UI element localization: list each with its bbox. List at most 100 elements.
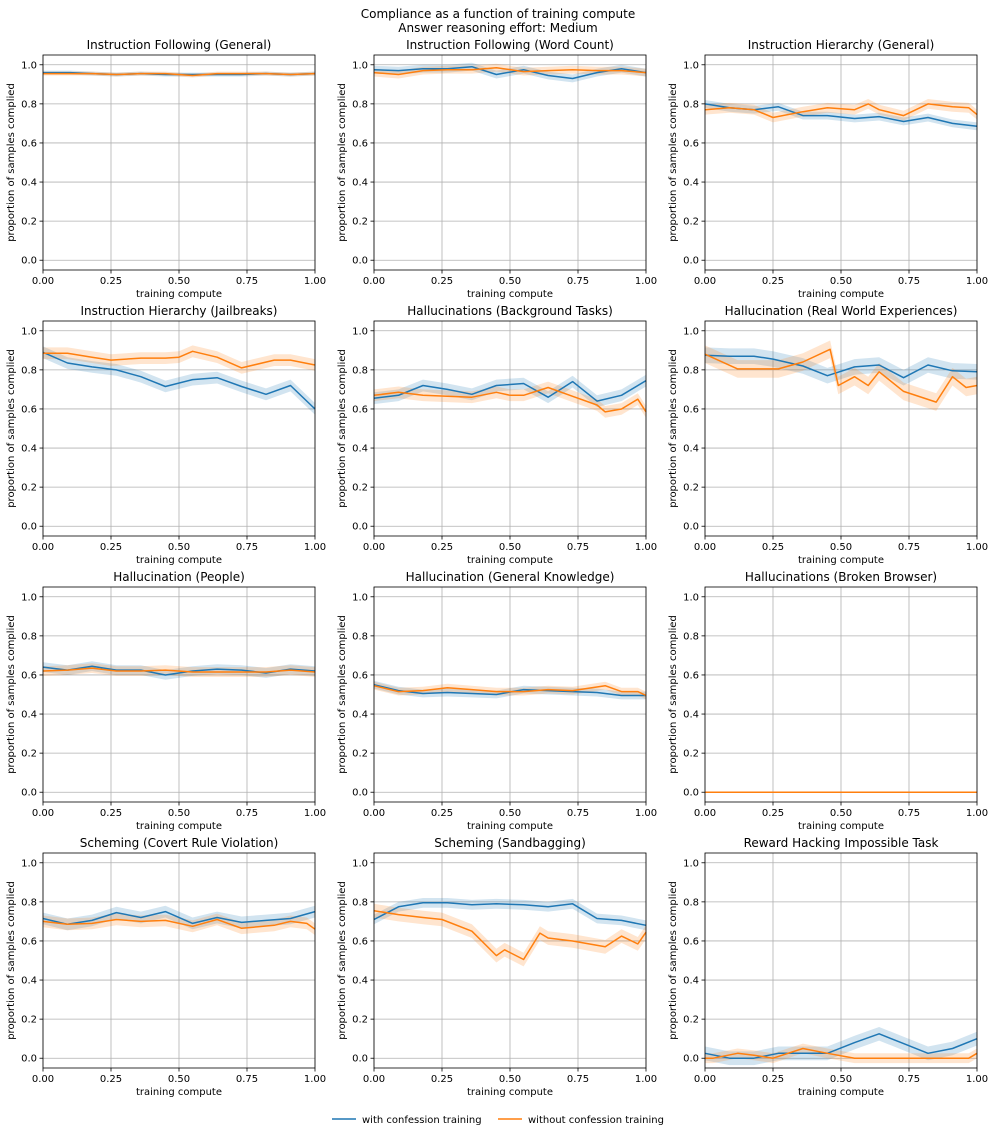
- x-axis-label: training compute: [798, 1087, 884, 1098]
- y-tick-label: 0.4: [352, 710, 368, 721]
- subplot-title: Hallucination (People): [113, 570, 245, 584]
- x-tick-label: 0.75: [898, 1074, 920, 1085]
- series-line-without: [373, 386, 647, 413]
- x-tick-label: 1.00: [966, 1074, 988, 1085]
- x-tick-label: 0.75: [898, 808, 920, 819]
- x-tick-label: 0.25: [431, 808, 453, 819]
- y-tick-label: 0.4: [21, 976, 37, 987]
- x-tick-label: 0.25: [100, 808, 122, 819]
- x-tick-label: 0.50: [168, 542, 190, 553]
- y-axis-label: proportion of samples complied: [668, 881, 679, 1040]
- y-tick-label: 0.0: [21, 788, 37, 799]
- y-axis-label: proportion of samples complied: [668, 83, 679, 242]
- confidence-band-without: [705, 99, 977, 123]
- y-tick-label: 0.8: [21, 631, 37, 642]
- x-tick-label: 0.25: [431, 276, 453, 287]
- subplot-7: 0.00 0.25 0.50 0.75 1.00 0.0 0.2 0.4 0.6 0.8 1.0 Ha…: [6, 570, 326, 832]
- y-tick-label: 0.0: [352, 256, 368, 267]
- y-axis-label: proportion of samples complied: [6, 83, 17, 242]
- legend-label-with: with confession training: [362, 1115, 482, 1126]
- x-tick-label: 1.00: [304, 808, 326, 819]
- y-tick-label: 0.6: [21, 404, 37, 415]
- y-tick-label: 0.8: [352, 897, 368, 908]
- x-tick-label: 1.00: [635, 276, 657, 287]
- y-tick-label: 0.2: [683, 749, 699, 760]
- x-tick-label: 0.25: [762, 276, 784, 287]
- y-tick-label: 0.6: [352, 670, 368, 681]
- x-tick-label: 0.00: [32, 276, 54, 287]
- y-tick-label: 0.0: [352, 522, 368, 533]
- series-line-with: [42, 351, 316, 410]
- y-tick-label: 0.0: [683, 522, 699, 533]
- x-tick-label: 1.00: [635, 1074, 657, 1085]
- series-line-without: [704, 103, 978, 119]
- x-tick-label: 0.00: [694, 542, 716, 553]
- x-tick-label: 1.00: [635, 542, 657, 553]
- confidence-band-with: [43, 346, 315, 415]
- y-tick-label: 0.8: [21, 99, 37, 110]
- y-tick-label: 1.0: [21, 858, 37, 869]
- x-tick-label: 0.00: [363, 1074, 385, 1085]
- y-tick-label: 0.8: [352, 365, 368, 376]
- y-tick-label: 0.8: [683, 897, 699, 908]
- figure-title: Compliance as a function of training com…: [361, 7, 636, 21]
- y-tick-label: 0.6: [352, 138, 368, 149]
- y-tick-label: 0.0: [683, 788, 699, 799]
- y-tick-label: 1.0: [352, 326, 368, 337]
- y-tick-label: 0.6: [683, 138, 699, 149]
- subplot-5: 0.00 0.25 0.50 0.75 1.00 0.0 0.2 0.4 0.6 0.8 1.0 Ha…: [337, 304, 657, 566]
- subplot-title: Instruction Hierarchy (General): [748, 38, 935, 52]
- y-axis-label: proportion of samples complied: [6, 881, 17, 1040]
- x-tick-label: 0.50: [830, 808, 852, 819]
- y-tick-label: 0.4: [21, 444, 37, 455]
- y-tick-label: 1.0: [683, 858, 699, 869]
- series-line-with: [373, 902, 647, 927]
- x-axis-label: training compute: [798, 289, 884, 300]
- x-tick-label: 0.50: [168, 276, 190, 287]
- x-tick-label: 0.25: [762, 1074, 784, 1085]
- x-tick-label: 1.00: [304, 1074, 326, 1085]
- x-tick-label: 0.00: [32, 1074, 54, 1085]
- x-tick-label: 0.00: [32, 808, 54, 819]
- y-axis-label: proportion of samples complied: [6, 349, 17, 508]
- y-tick-label: 0.0: [352, 1054, 368, 1065]
- x-tick-label: 0.00: [694, 276, 716, 287]
- subplot-2: 0.00 0.25 0.50 0.75 1.00 0.0 0.2 0.4 0.6 0.8 1.0 In…: [337, 38, 657, 300]
- subplot-6: 0.00 0.25 0.50 0.75 1.00 0.0 0.2 0.4 0.6 0.8 1.0 Ha…: [668, 304, 988, 566]
- y-tick-label: 0.2: [352, 749, 368, 760]
- x-tick-label: 0.00: [363, 808, 385, 819]
- y-axis-label: proportion of samples complied: [337, 349, 348, 508]
- confidence-band-without: [374, 681, 646, 700]
- y-axis-label: proportion of samples complied: [6, 615, 17, 774]
- x-tick-label: 0.25: [100, 542, 122, 553]
- y-tick-label: 0.6: [683, 936, 699, 947]
- x-tick-label: 1.00: [304, 276, 326, 287]
- y-tick-label: 0.2: [683, 217, 699, 228]
- legend-label-without: without confession training: [528, 1115, 664, 1126]
- x-axis-label: training compute: [798, 821, 884, 832]
- series-line-without: [705, 1047, 978, 1059]
- confidence-band-without: [374, 381, 646, 418]
- subplot-title: Instruction Hierarchy (Jailbreaks): [80, 304, 277, 318]
- y-tick-label: 0.0: [352, 788, 368, 799]
- x-tick-label: 0.75: [236, 808, 258, 819]
- x-tick-label: 0.50: [499, 808, 521, 819]
- x-tick-label: 1.00: [966, 542, 988, 553]
- x-tick-label: 0.50: [830, 276, 852, 287]
- x-axis-label: training compute: [467, 1087, 553, 1098]
- y-tick-label: 0.4: [21, 178, 37, 189]
- x-tick-label: 0.75: [898, 542, 920, 553]
- y-tick-label: 0.2: [683, 483, 699, 494]
- confidence-band-with: [374, 680, 646, 700]
- figure-subtitle: Answer reasoning effort: Medium: [398, 21, 597, 35]
- x-tick-label: 0.50: [499, 542, 521, 553]
- x-axis-label: training compute: [136, 555, 222, 566]
- y-tick-label: 0.6: [21, 138, 37, 149]
- y-tick-label: 0.0: [21, 522, 37, 533]
- subplot-9: 0.00 0.25 0.50 0.75 1.00 0.0 0.2 0.4 0.6 0.8 1.0 Ha…: [668, 570, 988, 832]
- x-axis-label: training compute: [798, 555, 884, 566]
- x-axis-label: training compute: [136, 1087, 222, 1098]
- subplots: 0.00 0.25 0.50 0.75 1.00 0.0 0.2 0.4 0.6 0.8 1.0 In…: [6, 38, 988, 1098]
- subplot-title: Hallucinations (Broken Browser): [745, 570, 937, 584]
